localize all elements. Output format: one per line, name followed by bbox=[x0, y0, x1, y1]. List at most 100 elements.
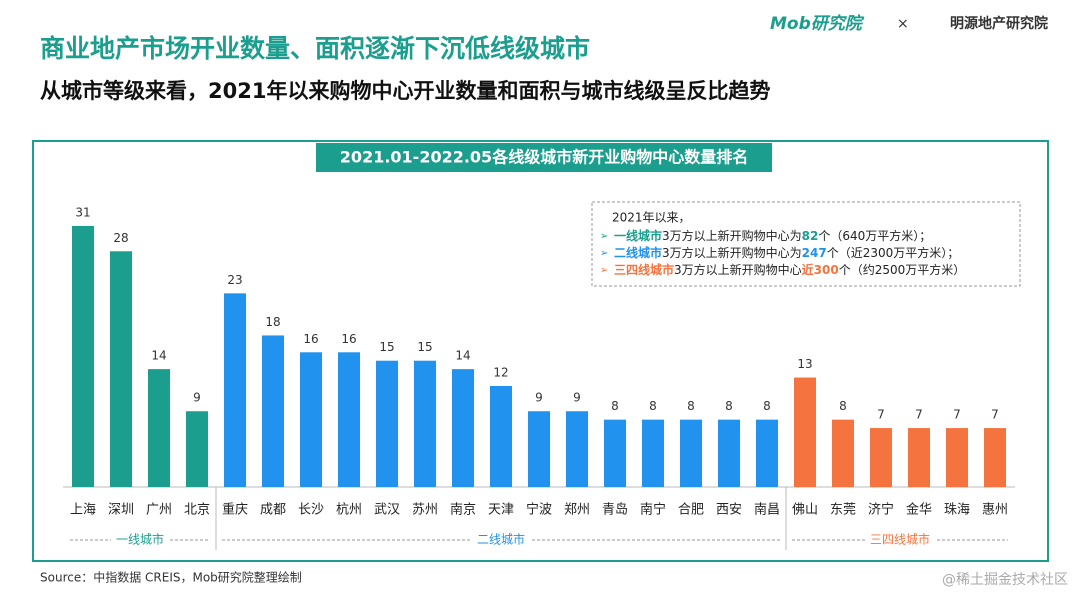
annotation-bullet: ➢ bbox=[600, 248, 608, 259]
annotation-part: 82 bbox=[802, 229, 819, 243]
bar bbox=[338, 352, 360, 487]
group-label-bg bbox=[471, 530, 531, 550]
x-tick-label: 珠海 bbox=[944, 503, 970, 518]
bar bbox=[566, 411, 588, 487]
x-tick-label: 武汉 bbox=[374, 503, 400, 518]
annotation-part: 3万方以上新开购物中心 bbox=[674, 262, 802, 277]
value-label: 9 bbox=[535, 391, 543, 405]
x-tick-label: 佛山 bbox=[792, 503, 818, 518]
annotation-line: 三四线城市3万方以上新开购物中心近300个（约2500万平方米） bbox=[614, 262, 965, 277]
bar bbox=[376, 360, 398, 487]
annotation-part: 三四线城市 bbox=[614, 262, 674, 277]
value-label: 8 bbox=[649, 399, 657, 413]
value-label: 14 bbox=[151, 349, 166, 363]
x-tick-label: 宁波 bbox=[526, 502, 552, 518]
bar bbox=[452, 369, 474, 487]
value-label: 16 bbox=[341, 332, 356, 346]
bar bbox=[908, 428, 930, 487]
logo-x: × bbox=[897, 16, 909, 32]
chart-title: 2021.01-2022.05各线级城市新开业购物中心数量排名 bbox=[340, 148, 748, 167]
bar bbox=[262, 335, 284, 487]
x-tick-label: 上海 bbox=[70, 503, 96, 518]
x-tick-label: 杭州 bbox=[336, 503, 362, 518]
value-label: 8 bbox=[725, 399, 733, 413]
x-tick-label: 成都 bbox=[260, 503, 286, 518]
x-tick-label: 广州 bbox=[146, 503, 172, 518]
value-label: 14 bbox=[455, 349, 470, 363]
chart-title-bg bbox=[316, 143, 772, 172]
annotation-part: 3万方以上新开购物中心为 bbox=[662, 245, 802, 260]
annotation-box bbox=[591, 201, 1021, 287]
annotation-line: 一线城市3万方以上新开购物中心为82个（640万平方米）； bbox=[614, 228, 931, 243]
x-tick-label: 南宁 bbox=[640, 502, 666, 518]
annotation-part: 247 bbox=[802, 246, 827, 260]
bar bbox=[794, 377, 816, 487]
title: 商业地产市场开业数量、面积逐渐下沉低线级城市 bbox=[40, 34, 590, 63]
group-label-bg bbox=[110, 530, 170, 550]
x-tick-label: 青岛 bbox=[602, 502, 628, 518]
value-label: 15 bbox=[379, 340, 394, 354]
value-label: 8 bbox=[687, 399, 695, 413]
annotation-part: 个（640万平方米）； bbox=[818, 228, 931, 243]
value-label: 12 bbox=[493, 365, 508, 379]
bar bbox=[72, 226, 94, 487]
x-tick-label: 北京 bbox=[184, 503, 210, 518]
bar bbox=[148, 369, 170, 487]
logo-mob: Mob研究院 bbox=[770, 14, 865, 34]
annotation-part: 二线城市 bbox=[614, 245, 662, 260]
plot: 31上海28深圳14广州9北京一线城市23重庆18成都16长沙16杭州15武汉1… bbox=[63, 206, 1015, 550]
bar bbox=[110, 251, 132, 487]
annotation-line: 二线城市3万方以上新开购物中心为247个（近2300万平方米）； bbox=[614, 245, 959, 260]
x-tick-label: 金华 bbox=[906, 502, 932, 518]
bar bbox=[490, 385, 512, 487]
value-label: 7 bbox=[991, 408, 999, 422]
bar bbox=[680, 419, 702, 487]
value-label: 13 bbox=[797, 357, 812, 371]
bar bbox=[224, 293, 246, 487]
annotation-bullet: ➢ bbox=[600, 231, 608, 242]
annotation-bullet: ➢ bbox=[600, 265, 608, 276]
value-label: 7 bbox=[877, 408, 885, 422]
bar bbox=[604, 419, 626, 487]
bar bbox=[300, 352, 322, 487]
bar bbox=[832, 419, 854, 487]
x-tick-label: 合肥 bbox=[678, 503, 704, 518]
source: Source：中指数据 CREIS，Mob研究院整理绘制 bbox=[40, 570, 302, 585]
bar bbox=[756, 419, 778, 487]
logo-mingyuan: 明源地产研究院 bbox=[950, 15, 1048, 32]
bar bbox=[946, 428, 968, 487]
x-tick-label: 济宁 bbox=[868, 502, 894, 518]
x-tick-label: 西安 bbox=[716, 503, 742, 518]
bar bbox=[642, 419, 664, 487]
value-label: 31 bbox=[75, 206, 90, 220]
bar bbox=[414, 360, 436, 487]
chart-frame bbox=[32, 140, 1049, 562]
value-label: 9 bbox=[573, 391, 581, 405]
value-label: 15 bbox=[417, 340, 432, 354]
x-tick-label: 惠州 bbox=[982, 503, 1008, 518]
bar bbox=[186, 411, 208, 487]
value-label: 8 bbox=[763, 399, 771, 413]
group-label-bg bbox=[864, 530, 936, 550]
annotation-part: 个（约2500万平方米） bbox=[839, 262, 966, 277]
bar bbox=[718, 419, 740, 487]
x-tick-label: 深圳 bbox=[108, 503, 134, 518]
group-label: 三四线城市 bbox=[870, 532, 930, 547]
watermark: @稀土掘金技术社区 bbox=[942, 572, 1068, 588]
bar bbox=[528, 411, 550, 487]
value-label: 8 bbox=[839, 399, 847, 413]
annotation-intro: 2021年以来， bbox=[612, 211, 691, 225]
x-tick-label: 苏州 bbox=[412, 502, 438, 518]
x-tick-label: 南京 bbox=[450, 502, 476, 518]
value-label: 7 bbox=[915, 408, 923, 422]
bar bbox=[984, 428, 1006, 487]
x-tick-label: 长沙 bbox=[298, 503, 324, 518]
x-tick-label: 南昌 bbox=[754, 502, 780, 518]
value-label: 28 bbox=[113, 231, 128, 245]
value-label: 8 bbox=[611, 399, 619, 413]
x-tick-label: 东莞 bbox=[830, 503, 856, 518]
annotation-part: 3万方以上新开购物中心为 bbox=[662, 228, 802, 243]
value-label: 18 bbox=[265, 315, 280, 329]
